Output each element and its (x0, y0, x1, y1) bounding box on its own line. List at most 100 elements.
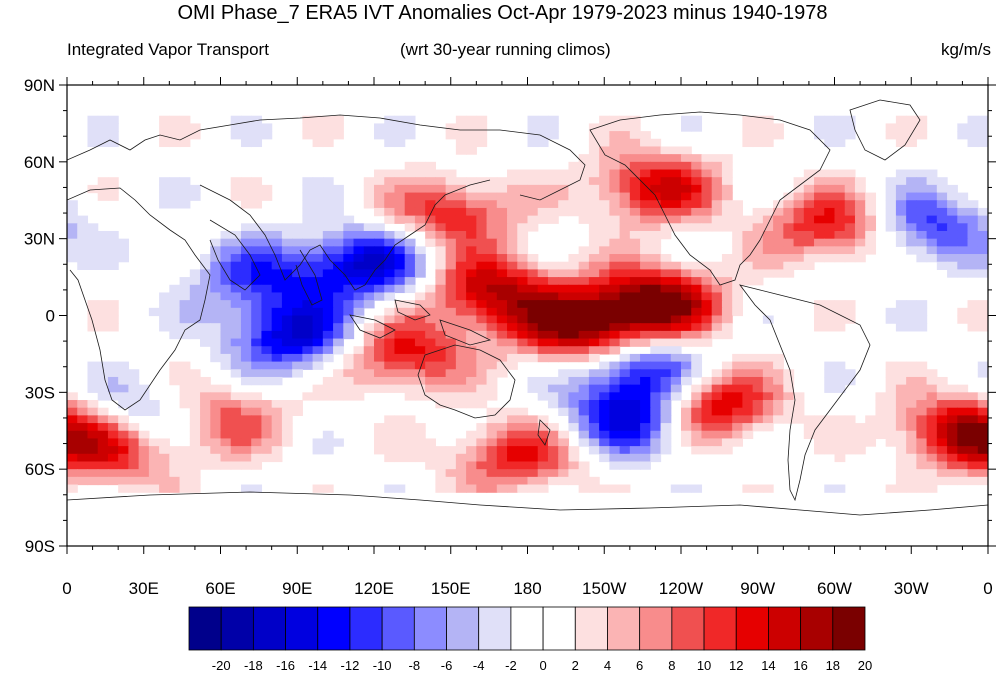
field-cell (445, 277, 457, 286)
field-cell (844, 376, 856, 386)
field-cell (220, 430, 232, 440)
field-cell (312, 323, 324, 332)
field-cell (507, 277, 518, 286)
field-cell (363, 246, 375, 255)
field-cell (67, 254, 78, 263)
field-cell (302, 238, 314, 247)
field-cell (343, 215, 355, 224)
field-cell (261, 346, 273, 355)
field-cell (537, 284, 549, 294)
field-cell (558, 184, 570, 194)
field-cell (517, 346, 529, 355)
field-cell (353, 300, 365, 309)
field-cell (752, 376, 764, 386)
field-cell (926, 177, 938, 186)
field-cell (507, 453, 518, 463)
field-cell (445, 261, 457, 270)
field-cell (824, 200, 836, 209)
field-cell (650, 346, 662, 355)
field-cell (189, 376, 201, 386)
field-cell (87, 453, 99, 463)
field-cell (926, 461, 938, 470)
field-cell (302, 338, 314, 347)
field-cell (609, 177, 621, 186)
field-cell (496, 184, 508, 194)
field-cell (374, 292, 385, 301)
field-cell (343, 330, 355, 340)
field-cell (445, 184, 457, 194)
field-cell (578, 338, 590, 347)
field-cell (701, 384, 713, 393)
field-cell (721, 161, 733, 171)
field-cell (640, 207, 651, 217)
field-cell (87, 438, 99, 447)
field-cell (97, 254, 109, 263)
field-cell (210, 277, 222, 286)
field-cell (179, 292, 191, 301)
field-cell (179, 300, 191, 309)
field-cell (394, 230, 406, 240)
field-cell (640, 254, 651, 263)
field-cell (292, 300, 303, 309)
field-cell (619, 307, 631, 317)
field-cell (681, 269, 692, 278)
field-cell (292, 330, 303, 340)
field-cell (711, 261, 723, 270)
field-cell (425, 207, 436, 217)
field-cell (322, 131, 334, 140)
field-cell (159, 131, 170, 140)
field-cell (97, 177, 109, 186)
field-cell (588, 246, 600, 255)
field-cell (220, 346, 232, 355)
field-cell (691, 115, 703, 125)
field-cell (292, 292, 303, 301)
field-cell (599, 246, 610, 255)
field-cell (486, 453, 498, 463)
field-cell (773, 369, 784, 378)
field-cell (547, 277, 559, 286)
field-cell (895, 200, 907, 209)
field-cell (322, 338, 334, 347)
field-cell (169, 184, 181, 194)
field-cell (466, 230, 477, 240)
field-cell (455, 223, 467, 232)
colorbar-label: 14 (761, 658, 775, 673)
field-cell (558, 476, 570, 486)
field-cell (885, 407, 897, 416)
field-cell (496, 207, 508, 217)
field-cell (609, 192, 621, 201)
field-cell (875, 430, 887, 440)
field-cell (854, 438, 866, 447)
field-cell (251, 131, 263, 140)
field-cell (588, 169, 600, 178)
field-cell (87, 238, 99, 247)
field-cell (957, 430, 969, 440)
field-cell (947, 200, 958, 209)
field-cell (363, 223, 375, 232)
field-cell (302, 246, 314, 255)
field-cell (752, 277, 764, 286)
field-cell (220, 246, 232, 255)
field-cell (670, 392, 682, 401)
field-cell (926, 484, 938, 493)
field-cell (609, 423, 621, 432)
field-cell (333, 330, 344, 340)
field-cell (619, 376, 631, 386)
field-cell (558, 407, 570, 416)
field-cell (834, 430, 846, 440)
field-cell (895, 415, 907, 424)
field-cell (240, 369, 252, 378)
field-cell (947, 446, 958, 455)
field-cell (711, 315, 723, 324)
field-cell (588, 315, 600, 324)
field-cell (967, 238, 979, 247)
field-cell (302, 215, 314, 224)
field-cell (547, 353, 559, 363)
field-cell (660, 384, 672, 393)
field-cell (599, 123, 610, 132)
field-cell (240, 400, 252, 409)
field-cell (578, 323, 590, 332)
field-cell (435, 230, 447, 240)
field-cell (87, 115, 99, 125)
field-cell (455, 200, 467, 209)
